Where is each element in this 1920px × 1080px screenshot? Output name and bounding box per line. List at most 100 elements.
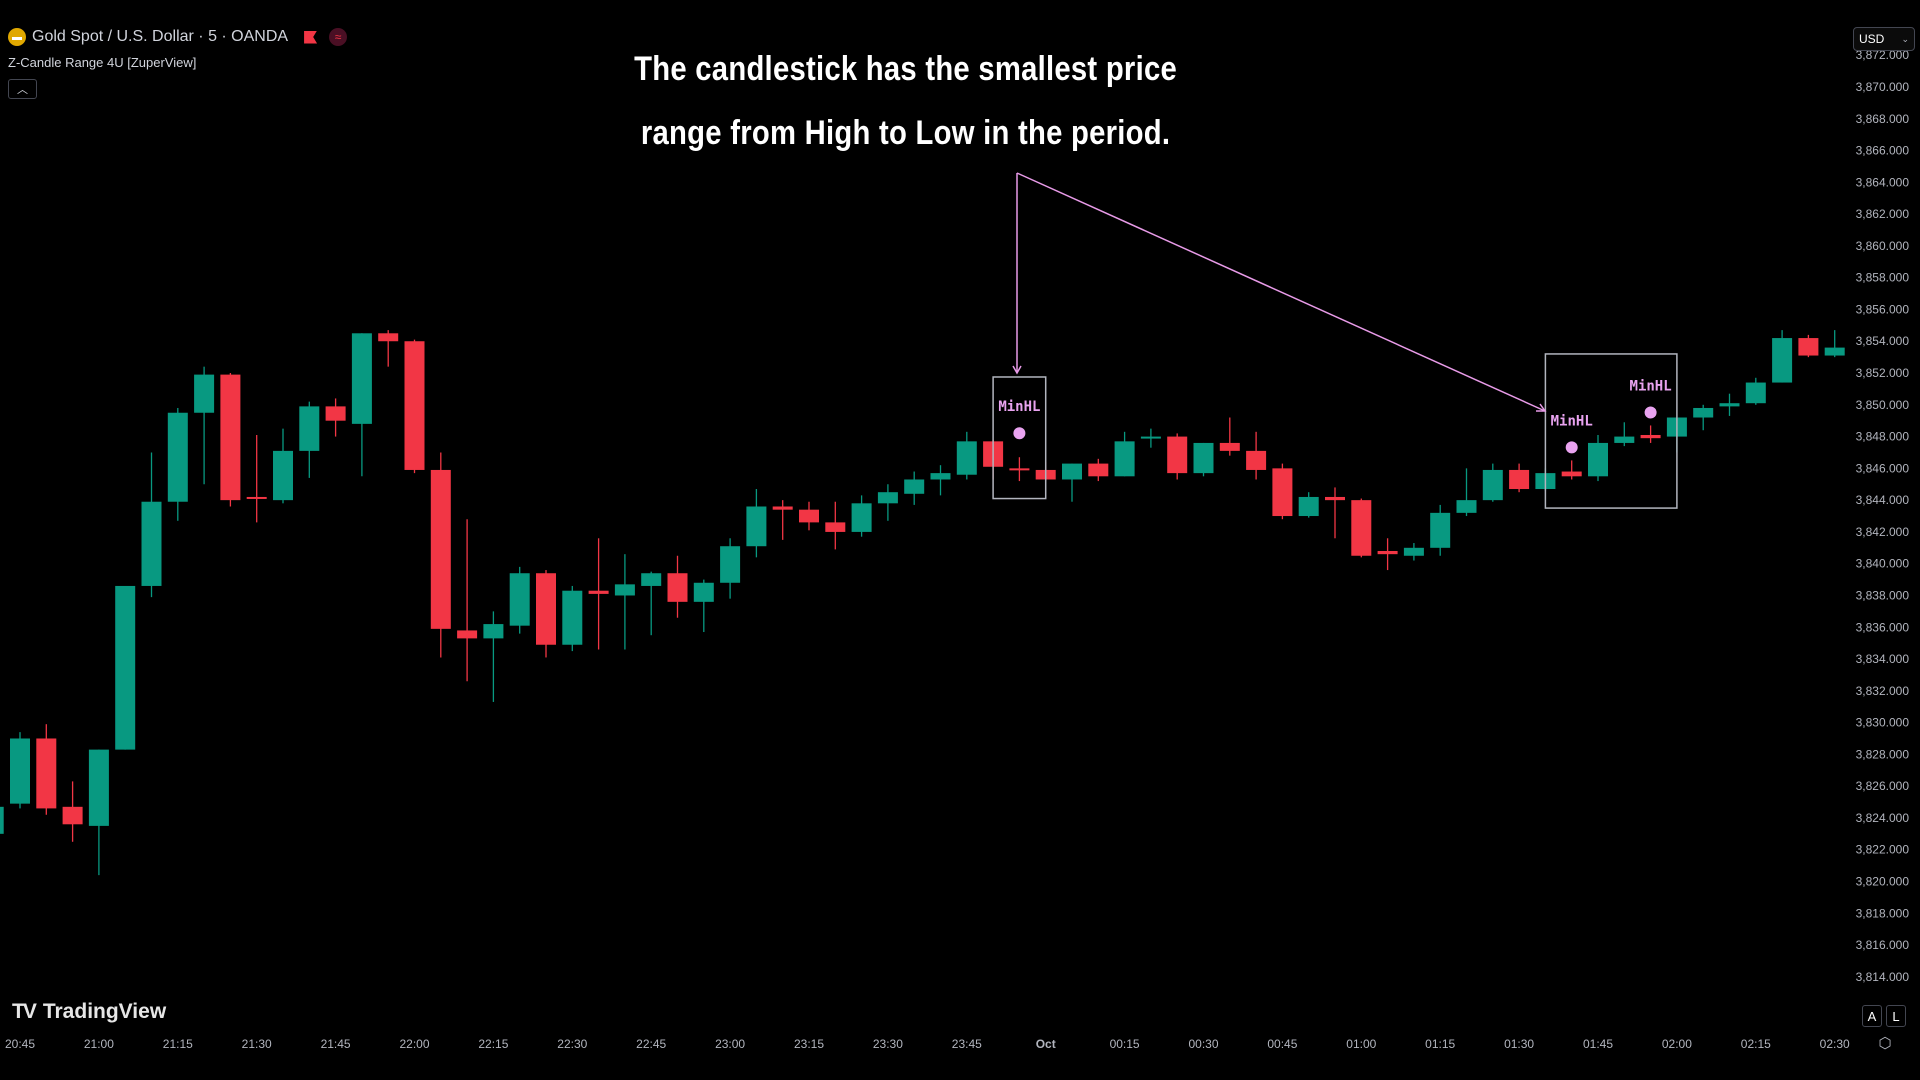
candles-layer	[0, 330, 1845, 876]
price-tick-label: 3,870.000	[1856, 80, 1910, 94]
candle	[1193, 442, 1214, 477]
candle-body	[904, 479, 925, 494]
time-tick-label: 23:00	[715, 1037, 745, 1051]
price-tick-label: 3,864.000	[1856, 175, 1910, 189]
candle	[62, 781, 83, 842]
candle	[1298, 492, 1319, 518]
time-tick-label: 21:00	[84, 1037, 114, 1051]
candle-body	[1193, 442, 1214, 474]
candle	[1640, 425, 1661, 443]
min-range-box	[992, 376, 1047, 500]
price-tick-label: 3,838.000	[1856, 588, 1910, 602]
price-tick-label: 3,848.000	[1856, 430, 1910, 444]
price-tick-label: 3,816.000	[1856, 938, 1910, 952]
candle-body	[1246, 450, 1267, 470]
candle-body	[1325, 496, 1345, 501]
price-tick-label: 3,844.000	[1856, 493, 1910, 507]
candle-body	[1430, 512, 1451, 548]
price-tick-label: 3,840.000	[1856, 557, 1910, 571]
annotation-arrows	[1012, 172, 1547, 412]
candle	[457, 519, 478, 682]
min-hl-label: MinHL	[1630, 378, 1672, 394]
price-tick-label: 3,852.000	[1856, 366, 1910, 380]
time-tick-label: 23:15	[794, 1037, 824, 1051]
arrow-line-2	[1016, 172, 1546, 412]
candle-body	[299, 406, 320, 451]
market-status-icon[interactable]: ≈	[329, 28, 348, 46]
candle	[536, 570, 556, 658]
candle	[351, 333, 372, 477]
candle	[273, 428, 293, 504]
time-axis[interactable]: 20:45 21:00 21:15 21:30 21:45 22:00 22:15 22:30…	[5, 1037, 1850, 1051]
candle	[1088, 458, 1109, 482]
candle	[956, 431, 977, 480]
time-tick-label: 02:00	[1662, 1037, 1692, 1051]
auto-scale-button[interactable]: A	[1862, 1005, 1882, 1027]
candle-body	[115, 585, 136, 750]
candle	[430, 452, 451, 658]
candle-body	[404, 341, 425, 470]
candle-body	[1745, 382, 1766, 404]
candle	[1824, 330, 1845, 358]
candle-body	[325, 406, 346, 421]
candle-body	[1114, 441, 1135, 477]
price-tick-label: 3,828.000	[1856, 747, 1910, 761]
candle-body	[930, 473, 951, 480]
indicator-title[interactable]: Z-Candle Range 4U [ZuperView]	[8, 55, 197, 70]
log-scale-button[interactable]: L	[1886, 1005, 1906, 1027]
price-tick-label: 3,820.000	[1856, 875, 1910, 889]
candle-body	[194, 374, 215, 413]
candle	[1561, 460, 1582, 480]
candle-body	[430, 469, 451, 629]
candle	[325, 398, 346, 437]
candle-body	[1614, 436, 1635, 443]
candle	[1351, 498, 1372, 558]
flag-icon[interactable]	[304, 30, 318, 44]
time-tick-label: 00:45	[1267, 1037, 1297, 1051]
tradingview-logo[interactable]: TV TradingView	[12, 1000, 166, 1024]
candle-body	[1824, 347, 1845, 356]
price-tick-label: 3,834.000	[1856, 652, 1910, 666]
min-range-box	[1544, 353, 1678, 509]
candle	[0, 806, 4, 834]
candle	[299, 401, 320, 478]
price-tick-label: 3,842.000	[1856, 525, 1910, 539]
candle-body	[273, 450, 293, 501]
candle-body	[588, 590, 609, 594]
min-hl-dot	[1565, 441, 1578, 454]
candle-body	[1561, 471, 1582, 477]
candle	[1509, 463, 1530, 493]
time-tick-label: 23:45	[952, 1037, 982, 1051]
price-tick-label: 3,856.000	[1856, 302, 1910, 316]
settings-gear-icon[interactable]: ⬡	[1878, 1035, 1892, 1052]
price-tick-label: 3,872.000	[1856, 48, 1910, 62]
currency-value: USD	[1859, 32, 1885, 46]
candle	[246, 434, 267, 523]
min-hl-label: MinHL	[998, 399, 1040, 415]
candle-body	[351, 333, 372, 424]
time-tick-label: 21:30	[242, 1037, 272, 1051]
range-boxes-layer	[992, 353, 1678, 509]
candle-body	[246, 496, 267, 499]
candle-body	[536, 573, 556, 645]
price-tick-label: 3,824.000	[1856, 811, 1910, 825]
time-tick-label: 02:15	[1741, 1037, 1771, 1051]
symbol-legend[interactable]: ▬ Gold Spot / U.S. Dollar · 5 · OANDA ≈	[8, 28, 348, 46]
price-axis[interactable]: 3,872.000 3,870.000 3,868.000 3,866.000 3,86…	[1856, 48, 1910, 984]
candle-body	[167, 412, 188, 502]
candle	[588, 538, 609, 650]
collapse-legend-button[interactable]: ︿	[8, 79, 37, 99]
candle-body	[36, 738, 57, 809]
price-tick-label: 3,862.000	[1856, 207, 1910, 221]
candle-body	[220, 374, 241, 501]
candle-body	[62, 806, 83, 825]
symbol-title[interactable]: Gold Spot / U.S. Dollar · 5 · OANDA	[32, 28, 289, 45]
price-tick-label: 3,850.000	[1856, 398, 1910, 412]
candle-body	[1351, 500, 1372, 556]
price-tick-label: 3,858.000	[1856, 271, 1910, 285]
currency-select[interactable]: USD ⌄	[1853, 27, 1915, 51]
candle-body	[720, 546, 741, 583]
time-tick-label: 22:00	[399, 1037, 429, 1051]
time-tick-label: 21:15	[163, 1037, 193, 1051]
